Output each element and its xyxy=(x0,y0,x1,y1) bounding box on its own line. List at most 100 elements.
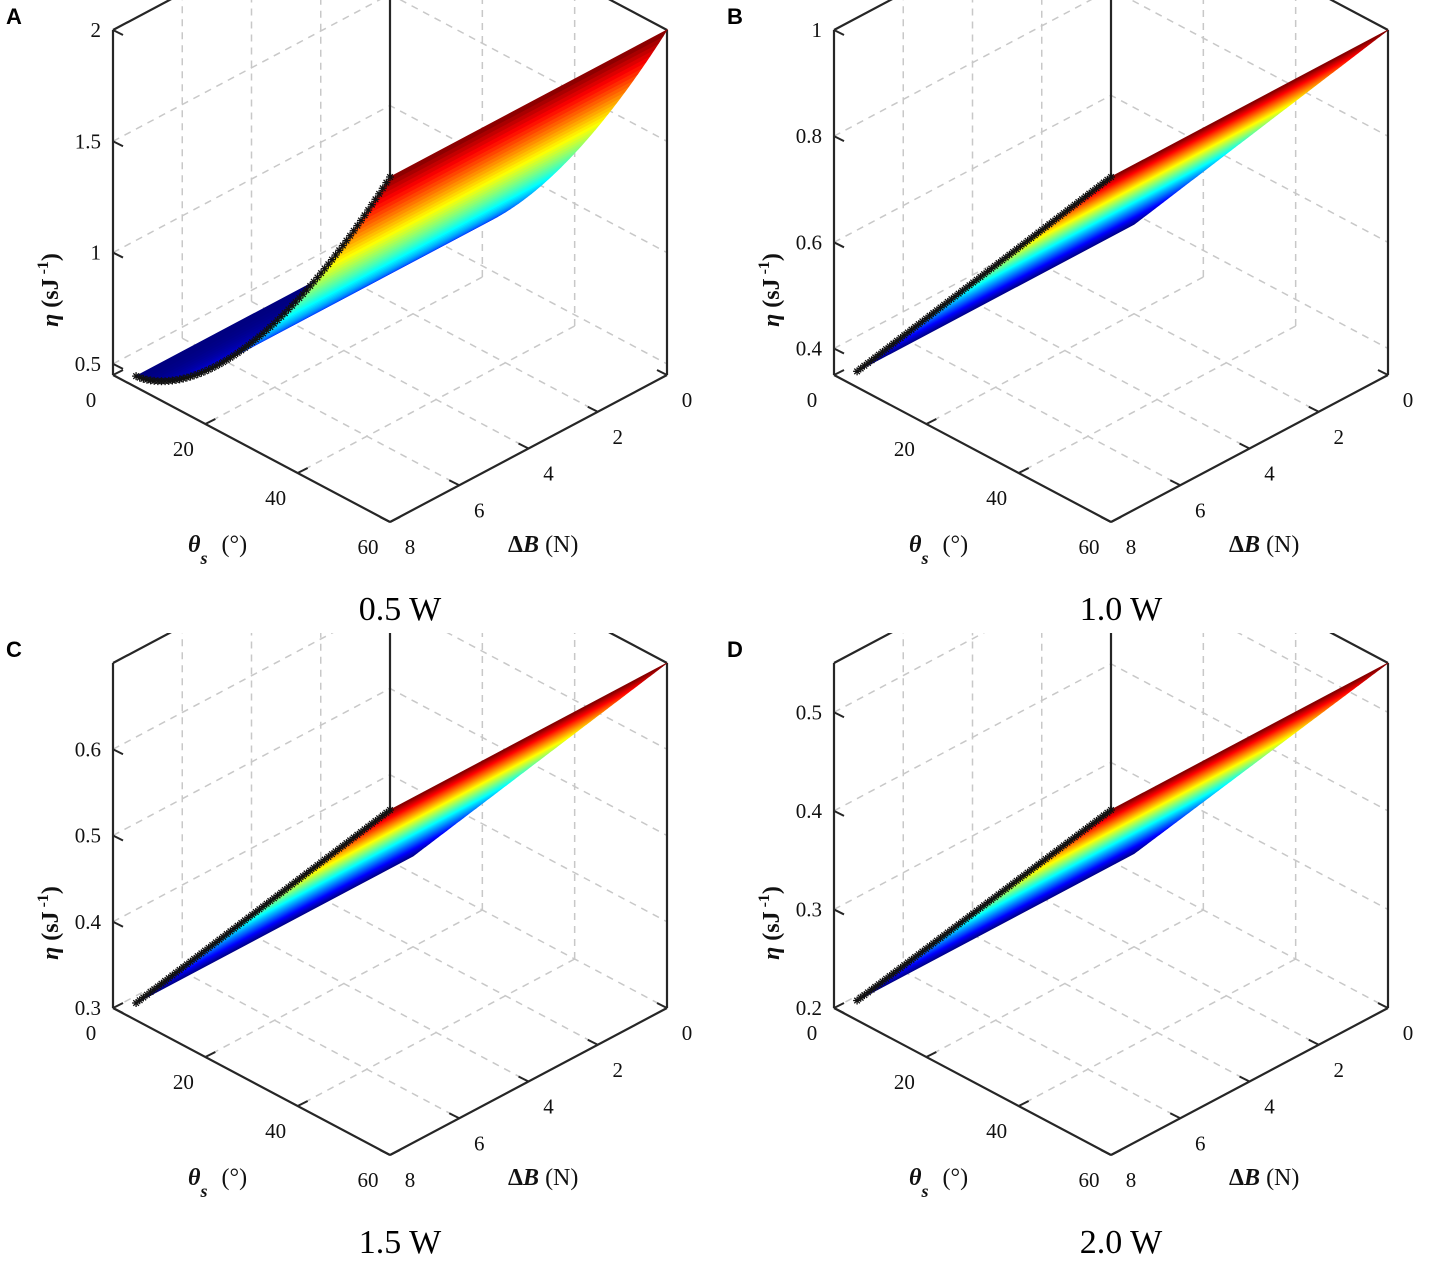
z-tick-label: 0.6 xyxy=(796,230,822,254)
surface-plot-svg: A 0 20 40 60 0 2 4 6 8 0.5 1 1.5 2 θs (°) ΔB (N) η (sJ -1)… xyxy=(6,0,692,628)
y-tick-label: 4 xyxy=(543,462,554,486)
x-axis-label: θs (°) xyxy=(188,532,247,568)
x-axis-line xyxy=(112,1007,391,1156)
x-tick-label: 60 xyxy=(1079,535,1100,559)
x-tick-mark xyxy=(389,516,401,523)
surface-panel-b: B 0 20 40 60 0 2 4 6 8 0.4 0.6 0.8 1 θs (°) ΔB (N) η (sJ -… xyxy=(721,0,1442,633)
surface-strip xyxy=(385,662,668,814)
z-tick-mark xyxy=(833,711,845,719)
ticks xyxy=(112,748,668,1156)
top-right-edge xyxy=(1329,0,1389,31)
y-tick-label: 2 xyxy=(613,425,624,449)
x-tick-mark xyxy=(297,467,309,474)
surface xyxy=(856,29,1389,372)
x-tick-label: 20 xyxy=(894,437,915,461)
asterisk-marker xyxy=(222,355,231,364)
y-gridline-floor xyxy=(181,970,460,1119)
asterisk-marker xyxy=(342,236,351,245)
x-tick-mark xyxy=(833,369,845,376)
asterisk-marker xyxy=(386,806,394,814)
y-gridline-floor xyxy=(251,300,529,450)
x-tick-mark xyxy=(1110,516,1122,523)
top-left-edge xyxy=(112,633,172,664)
z-tick-mark xyxy=(833,29,845,36)
x-tick-label: 60 xyxy=(358,535,379,559)
asterisk-marker xyxy=(382,178,391,187)
z-tick-mark xyxy=(833,1007,845,1014)
asterisk-marker xyxy=(335,246,344,255)
z-tick-mark xyxy=(112,920,124,928)
surface-plot-svg: D 0 20 40 60 0 2 4 6 8 0.2 0.3 0.4 0.5 θs (°) ΔB (N) η (sJ… xyxy=(727,633,1413,1261)
grid xyxy=(112,0,668,523)
x-tick-label: 0 xyxy=(807,388,818,412)
z-tick-label: 0.3 xyxy=(75,996,101,1020)
y-tick-label: 4 xyxy=(1264,1095,1275,1119)
top-right-edge xyxy=(1329,633,1389,664)
panel-label: C xyxy=(6,637,22,662)
z-tick-mark xyxy=(112,29,124,36)
y-gridline-floor xyxy=(972,300,1250,450)
x-tick-mark xyxy=(1018,467,1030,474)
asterisk-marker xyxy=(375,189,384,198)
x-axis-label: θs (°) xyxy=(909,1165,968,1201)
z-tick-mark xyxy=(112,834,124,842)
y-tick-mark xyxy=(518,1075,529,1083)
asterisk-marker xyxy=(353,221,362,230)
surface-panel-d: D 0 20 40 60 0 2 4 6 8 0.2 0.3 0.4 0.5 θs (°) ΔB (N) η (sJ… xyxy=(721,633,1442,1266)
surface-strip xyxy=(330,108,613,262)
y-axis-label: ΔB (N) xyxy=(508,532,578,558)
z-gridline xyxy=(112,633,668,750)
asterisk-marker xyxy=(1088,819,1097,828)
z-axis-label: η (sJ -1) xyxy=(756,253,785,327)
y-tick-mark xyxy=(1169,1112,1181,1120)
asterisk-marker xyxy=(306,281,315,290)
surface-strip xyxy=(338,97,621,251)
y-tick-mark xyxy=(1308,405,1320,413)
x-tick-mark xyxy=(204,1051,216,1058)
z-tick-label: 0.8 xyxy=(796,124,822,148)
y-axis-label: ΔB (N) xyxy=(1229,1165,1299,1191)
y-tick-mark xyxy=(587,1038,599,1046)
x-axis-line xyxy=(833,1007,1112,1156)
top-left-edge xyxy=(833,633,893,664)
z-tick-label: 2 xyxy=(91,18,102,42)
panel-label: D xyxy=(727,637,743,662)
surface-strip xyxy=(1106,29,1389,181)
z-tick-label: 0.5 xyxy=(75,352,101,376)
x-tick-mark xyxy=(112,369,124,376)
x-tick-label: 20 xyxy=(173,1070,194,1094)
surface-panel-c: C 0 20 40 60 0 2 4 6 8 0.3 0.4 0.5 0.6 θs (°) ΔB (N) η (sJ… xyxy=(0,633,721,1266)
asterisk-marker xyxy=(346,231,355,240)
surface xyxy=(135,662,668,1004)
ticks xyxy=(833,29,1389,523)
z-axis-label: η (sJ -1) xyxy=(756,886,785,960)
surface xyxy=(135,28,669,382)
z-tick-label: 0.3 xyxy=(796,897,822,921)
x-axis-line xyxy=(112,374,391,523)
y-tick-mark xyxy=(656,1002,668,1009)
asterisk-marker xyxy=(367,200,376,209)
x-tick-label: 40 xyxy=(265,486,286,510)
z-tick-mark xyxy=(112,362,124,370)
asterisk-marker xyxy=(295,294,304,303)
surface-strip xyxy=(1106,662,1389,814)
z-tick-label: 0.4 xyxy=(75,910,102,934)
y-tick-label: 0 xyxy=(1403,388,1414,412)
y-tick-mark xyxy=(1377,1002,1389,1009)
y-gridline-floor xyxy=(320,897,599,1046)
y-tick-mark xyxy=(1239,442,1250,450)
z-tick-label: 0.6 xyxy=(75,737,101,761)
asterisk-marker xyxy=(324,260,333,269)
top-left-edge xyxy=(833,0,893,31)
x-axis-label: θs (°) xyxy=(909,532,968,568)
y-gridline-floor xyxy=(902,970,1181,1119)
y-tick-mark xyxy=(587,405,599,413)
top-right-edge xyxy=(608,633,668,664)
y-tick-mark xyxy=(1100,1149,1112,1156)
asterisk-marker xyxy=(280,309,289,318)
z-tick-label: 0.4 xyxy=(796,799,823,823)
ticks xyxy=(833,711,1389,1156)
z-tick-label: 1 xyxy=(91,241,102,265)
highlight-edge xyxy=(132,173,394,386)
asterisk-marker xyxy=(1012,876,1021,885)
